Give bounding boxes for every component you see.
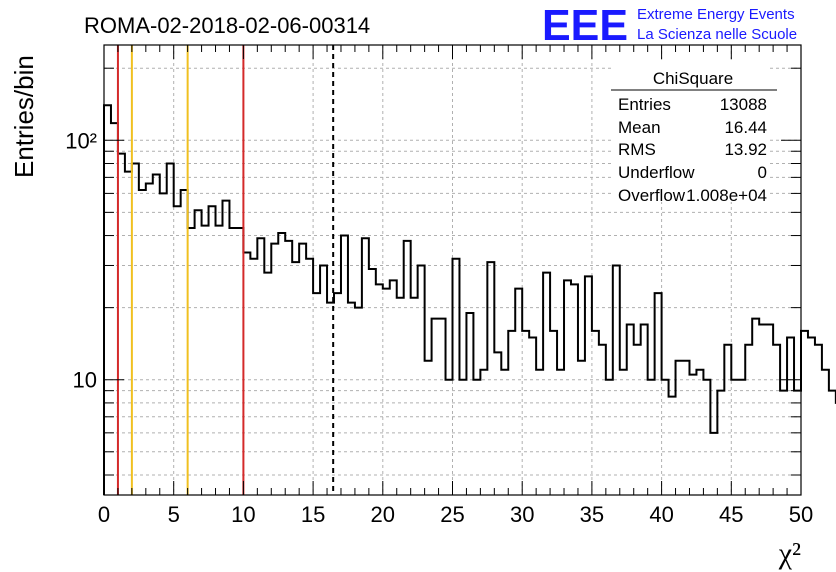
logo-subtitle-2: La Scienza nelle Scuole — [637, 26, 797, 43]
stats-value-entries: 13088 — [720, 95, 767, 114]
stats-label-rms: RMS — [618, 140, 656, 159]
vertical-markers — [116, 45, 335, 495]
stats-title: ChiSquare — [653, 69, 733, 88]
y-tick-label: 10² — [65, 128, 97, 153]
x-tick-label: 40 — [649, 502, 673, 527]
stats-box: ChiSquare Entries 13088 Mean 16.44 RMS 1… — [611, 62, 777, 205]
axis-ticks — [103, 45, 802, 495]
x-tick-label: 30 — [510, 502, 534, 527]
x-tick-label: 25 — [440, 502, 464, 527]
stats-label-overflow: Overflow — [618, 186, 686, 205]
y-tick-label: 10 — [73, 368, 97, 393]
stats-value-mean: 16.44 — [724, 118, 767, 137]
histogram-line — [103, 104, 836, 495]
stats-label-mean: Mean — [618, 118, 661, 137]
stats-value-underflow: 0 — [758, 163, 767, 182]
stats-value-rms: 13.92 — [724, 140, 767, 159]
x-tick-label: 35 — [580, 502, 604, 527]
logo-subtitle-1: Extreme Energy Events — [637, 6, 795, 23]
stats-label-entries: Entries — [618, 95, 671, 114]
eee-logo: EEE — [542, 1, 628, 50]
x-tick-labels: 0 5 10 15 20 25 30 35 40 45 50 — [98, 502, 813, 527]
y-axis-label: Entries/bin — [9, 55, 39, 178]
stats-value-overflow: 1.008e+04 — [686, 186, 767, 205]
x-tick-label: 10 — [231, 502, 255, 527]
x-axis-label: χ² — [778, 537, 801, 570]
x-tick-label: 45 — [719, 502, 743, 527]
chart-title: ROMA-02-2018-02-06-00314 — [84, 13, 370, 38]
x-tick-label: 5 — [168, 502, 180, 527]
x-tick-label: 0 — [98, 502, 110, 527]
y-tick-labels: 10 10² — [65, 128, 97, 392]
x-tick-label: 50 — [789, 502, 813, 527]
stats-label-underflow: Underflow — [618, 163, 695, 182]
x-tick-label: 20 — [371, 502, 395, 527]
x-tick-label: 15 — [301, 502, 325, 527]
